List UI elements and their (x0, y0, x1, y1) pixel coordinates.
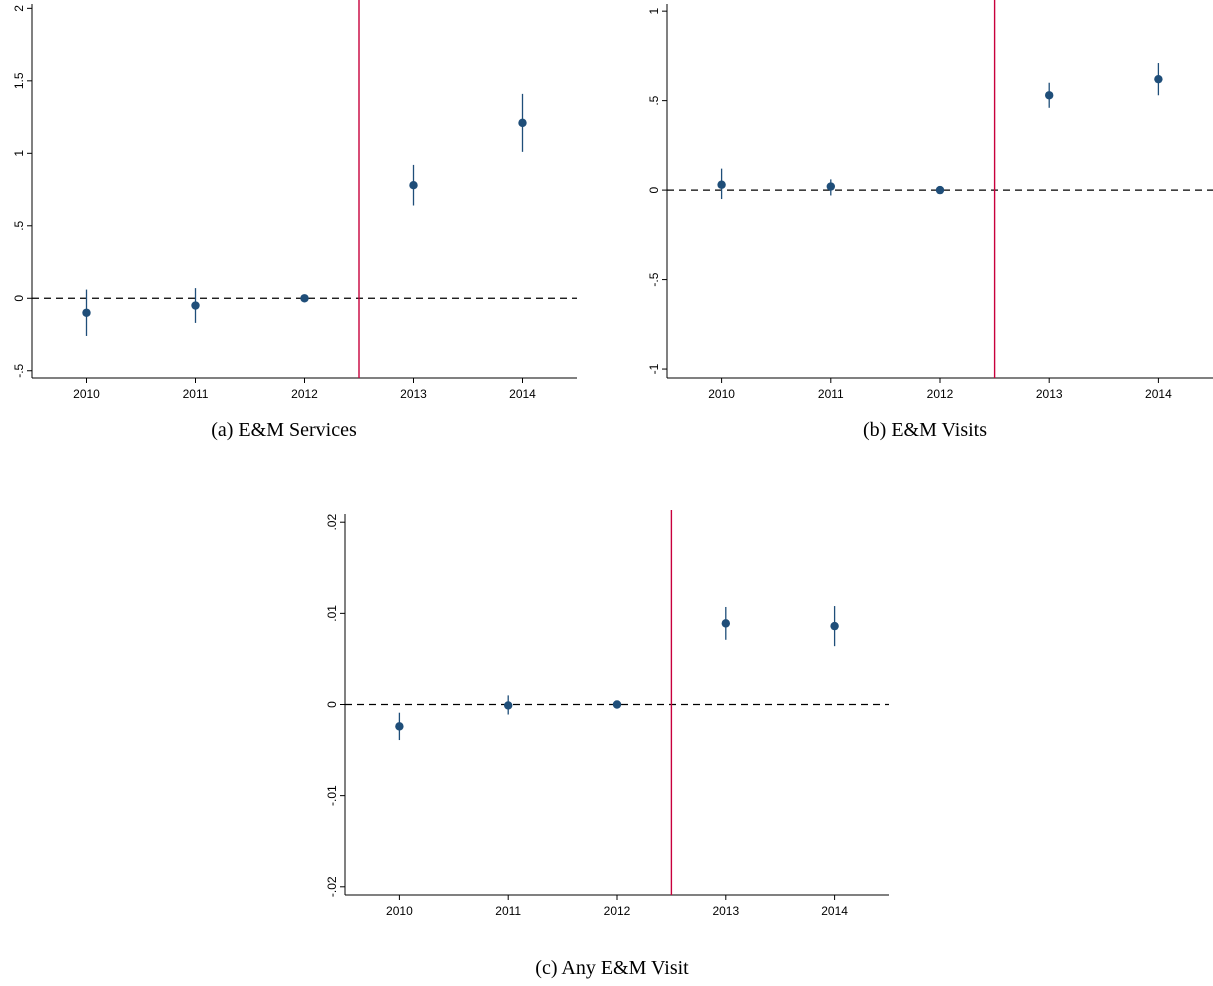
panel-caption: (a) E&M Services (211, 419, 357, 441)
point-estimate (300, 294, 309, 303)
point-estimate (409, 181, 418, 190)
point-estimate (721, 619, 730, 628)
y-tick-label: -.02 (325, 876, 339, 897)
x-tick-label: 2011 (183, 387, 209, 401)
x-tick-label: 2012 (927, 387, 954, 401)
x-tick-label: 2011 (495, 904, 521, 918)
panel-caption: (c) Any E&M Visit (535, 957, 689, 979)
point-estimate (826, 182, 835, 191)
panel-a-chart: -.5 0 .5 1 1.5 2 2010 2011 2012 2013 2014 (a) E&M S… (12, 0, 577, 441)
panel-c-chart: -.02 -.01 0 .01 .02 2010 2011 2012 2013 2014 (c) A… (325, 510, 889, 979)
x-tick-label: 2013 (400, 387, 427, 401)
point-estimate (612, 700, 622, 709)
x-tick-label: 2014 (1145, 387, 1172, 401)
point-estimate (1045, 91, 1054, 100)
point-estimate (717, 180, 726, 189)
y-tick-label: -.01 (325, 785, 339, 806)
x-tick-label: 2014 (509, 387, 536, 401)
x-tick-label: 2013 (712, 904, 739, 918)
point-estimate (82, 308, 91, 317)
x-tick-label: 2011 (818, 387, 844, 401)
x-tick-label: 2010 (386, 904, 413, 918)
y-tick-label: 2 (12, 5, 26, 12)
x-tick-label: 2010 (73, 387, 100, 401)
y-tick-label: 0 (12, 295, 26, 302)
x-tick-label: 2012 (604, 904, 631, 918)
point-estimate (935, 185, 945, 195)
point-estimate (191, 301, 200, 310)
panel-b-chart: -1 -.5 0 .5 1 2010 2011 2012 2013 2014 (b) E&M Vis… (647, 0, 1213, 441)
y-tick-label: 1 (12, 150, 26, 157)
x-tick-label: 2013 (1036, 387, 1063, 401)
y-tick-label: -1 (647, 363, 661, 374)
y-tick-label: 0 (325, 701, 339, 708)
point-estimate (504, 701, 513, 710)
point-estimate (830, 621, 839, 631)
y-tick-label: 1.5 (12, 72, 26, 89)
y-tick-label: -.5 (12, 363, 26, 377)
point-estimate (395, 722, 404, 731)
point-estimate (518, 118, 527, 128)
y-tick-label: .02 (325, 514, 339, 531)
y-tick-label: .5 (12, 220, 26, 230)
x-tick-label: 2012 (291, 387, 318, 401)
y-tick-label: .5 (647, 95, 661, 105)
x-tick-label: 2010 (708, 387, 735, 401)
y-tick-label: .01 (325, 605, 339, 622)
y-tick-label: -.5 (647, 272, 661, 286)
y-tick-label: 0 (647, 186, 661, 193)
x-tick-label: 2014 (821, 904, 848, 918)
y-tick-label: 1 (647, 8, 661, 15)
point-estimate (1154, 74, 1163, 84)
panel-caption: (b) E&M Visits (863, 419, 987, 441)
